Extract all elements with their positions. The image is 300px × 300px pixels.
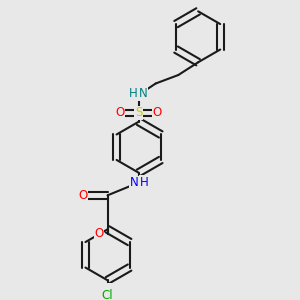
Text: Cl: Cl bbox=[102, 289, 113, 300]
Text: N: N bbox=[130, 176, 139, 189]
Text: O: O bbox=[94, 227, 104, 240]
Text: H: H bbox=[129, 87, 137, 100]
Text: S: S bbox=[135, 106, 142, 119]
Text: N: N bbox=[139, 88, 147, 100]
Text: O: O bbox=[78, 189, 87, 202]
Text: H: H bbox=[140, 176, 149, 188]
Text: O: O bbox=[116, 106, 125, 119]
Text: O: O bbox=[152, 106, 162, 119]
